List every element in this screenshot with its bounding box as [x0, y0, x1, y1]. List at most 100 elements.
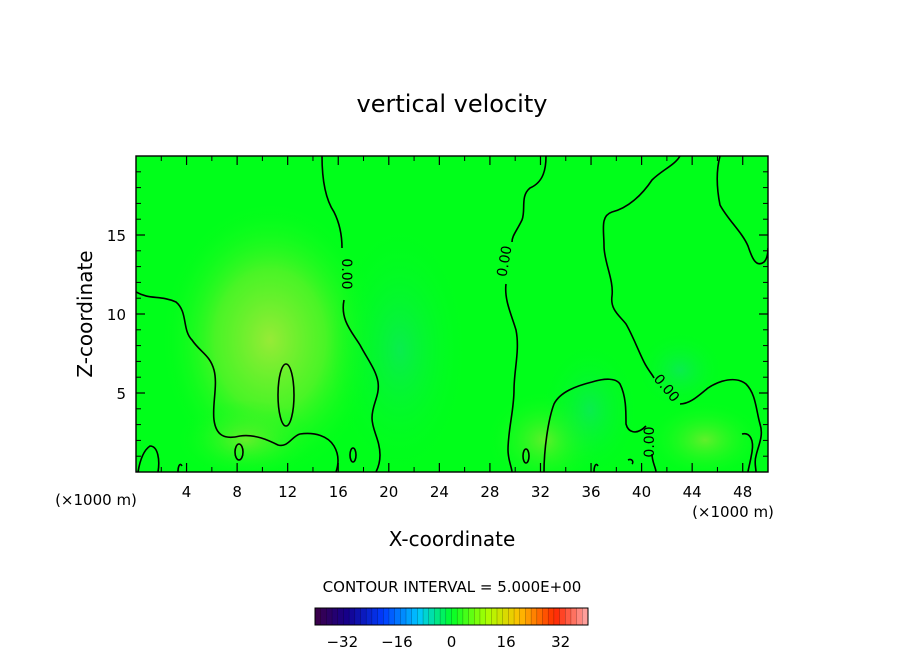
zero-contour-left — [136, 291, 339, 472]
colorbar-swatch — [548, 608, 555, 625]
colorbar-swatch — [531, 608, 538, 625]
x-tick-label: 4 — [182, 483, 192, 501]
zero-contour-e — [543, 378, 647, 472]
x-tick-label: 20 — [379, 483, 398, 501]
colorbar-swatch — [474, 608, 481, 625]
y-tick-label: 15 — [107, 227, 126, 245]
x-tick-label: 32 — [531, 483, 550, 501]
colorbar-swatch — [337, 608, 344, 625]
x-tick-label: 8 — [232, 483, 242, 501]
zero-contour-f — [651, 453, 657, 472]
colorbar-swatch — [502, 608, 509, 625]
zero-contour-c — [602, 156, 681, 379]
colorbar-tick-label: 16 — [497, 633, 516, 651]
colorbar-swatch — [457, 608, 464, 625]
colorbar-swatch — [428, 608, 435, 625]
colorbar-swatch — [394, 608, 401, 625]
x-tick-label: 24 — [430, 483, 449, 501]
colorbar-swatch — [468, 608, 475, 625]
x-unit-right: (×1000 m) — [692, 503, 774, 521]
zero-contour-a2 — [342, 299, 381, 472]
colorbar-swatch — [360, 608, 367, 625]
contour-loop-small-3 — [522, 448, 530, 464]
colorbar-swatch — [497, 608, 504, 625]
colorbar-swatch — [377, 608, 384, 625]
colorbar-swatch — [485, 608, 492, 625]
colorbar-swatch — [440, 608, 447, 625]
chart-title: vertical velocity — [357, 90, 548, 118]
colorbar-swatch — [388, 608, 396, 625]
colorbar-swatch — [354, 608, 361, 625]
contour-bottom-right — [741, 432, 754, 472]
contour-tick-1 — [177, 463, 183, 472]
x-tick-label: 40 — [632, 483, 651, 501]
colorbar-swatch — [343, 608, 350, 625]
heatmap-field — [136, 156, 768, 472]
colorbar-swatch — [406, 608, 413, 625]
zero-contour-b2 — [504, 283, 519, 472]
colorbar-tick-label: −32 — [326, 633, 358, 651]
y-axis-ticks: 5 10 15 — [107, 171, 768, 457]
colorbar-swatch — [542, 608, 549, 625]
colorbar-tick-label: 0 — [447, 633, 457, 651]
colorbar-swatch — [451, 608, 458, 625]
colorbar-swatch — [570, 608, 578, 625]
colorbar-swatch — [519, 608, 526, 625]
colorbar-swatch — [582, 608, 589, 625]
colorbar-swatch — [491, 608, 498, 625]
colorbar-swatch — [479, 608, 487, 625]
colorbar-swatch — [326, 608, 333, 625]
contour-bottom-left — [137, 445, 160, 472]
contour-lines — [136, 156, 768, 472]
colorbar-tick-label: −16 — [381, 633, 413, 651]
colorbar — [314, 608, 589, 625]
x-tick-label: 48 — [733, 483, 752, 501]
contour-loop-small-2 — [349, 447, 357, 463]
colorbar-swatch — [366, 608, 373, 625]
x-unit-left: (×1000 m) — [55, 491, 137, 509]
x-tick-label: 36 — [581, 483, 600, 501]
colorbar-swatch — [514, 608, 521, 625]
x-tick-label: 44 — [683, 483, 702, 501]
contour-interval-label: CONTOUR INTERVAL = 5.000E+00 — [323, 578, 582, 596]
contour-label-1: 0.00 — [338, 258, 354, 289]
y-tick-label: 10 — [107, 306, 126, 324]
colorbar-tick-label: 32 — [551, 633, 570, 651]
colorbar-swatch — [320, 608, 327, 625]
colorbar-swatch — [565, 608, 572, 625]
contour-label-2: 0.00 — [494, 245, 515, 278]
colorbar-swatch — [423, 608, 430, 625]
colorbar-swatch — [525, 608, 532, 625]
colorbar-swatch — [508, 608, 515, 625]
zero-contour-d — [716, 156, 768, 265]
colorbar-swatch — [434, 608, 441, 625]
zero-contour-c2 — [679, 378, 763, 472]
colorbar-swatch — [559, 608, 566, 625]
x-tick-label: 12 — [278, 483, 297, 501]
colorbar-swatch — [445, 608, 452, 625]
contour-tick-3 — [627, 458, 634, 465]
colorbar-swatch — [400, 608, 407, 625]
x-tick-label: 16 — [329, 483, 348, 501]
colorbar-swatch — [576, 608, 583, 625]
colorbar-swatch — [553, 608, 561, 625]
colorbar-swatch — [536, 608, 543, 625]
x-tick-label: 28 — [480, 483, 499, 501]
contour-loop-small-1 — [234, 443, 244, 461]
zero-contour-b — [511, 156, 547, 243]
colorbar-swatch — [349, 608, 356, 625]
colorbar-swatch — [462, 608, 470, 625]
y-axis-label: Z-coordinate — [73, 250, 97, 377]
x-axis-ticks: 4 8 12 16 20 24 28 32 36 40 44 48 — [160, 156, 752, 501]
colorbar-swatch — [315, 608, 322, 625]
contour-label-4: 0.00 — [642, 426, 658, 457]
colorbar-swatch — [332, 608, 339, 625]
zero-contour-a — [321, 156, 343, 249]
colorbar-swatch — [417, 608, 424, 625]
y-tick-label: 5 — [116, 385, 126, 403]
colorbar-swatch — [383, 608, 390, 625]
contour-tick-2 — [593, 463, 599, 472]
colorbar-frame — [314, 607, 589, 626]
x-axis-label: X-coordinate — [389, 527, 516, 551]
